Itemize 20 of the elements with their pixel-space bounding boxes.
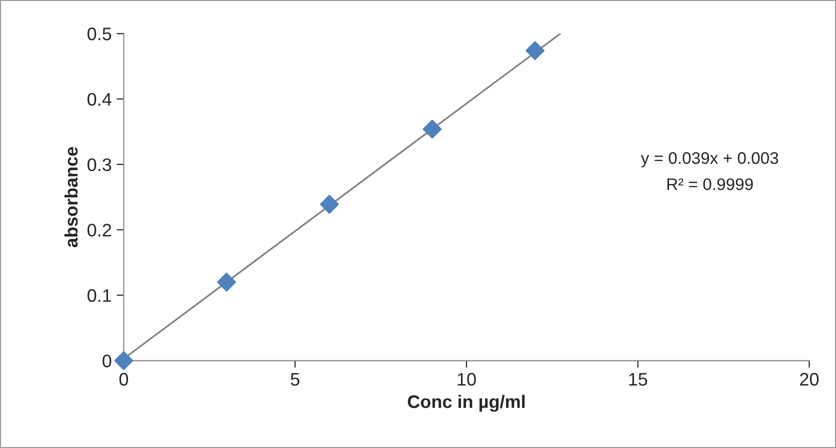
y-tick-label: 0.4	[88, 92, 112, 106]
x-tick-label: 0	[119, 372, 128, 386]
point	[217, 272, 236, 292]
y-tick-label: 0.2	[88, 224, 112, 237]
annotation: y = 0.039x + 0.003	[640, 152, 778, 168]
point	[114, 351, 134, 370]
annotation: R² = 0.9999	[667, 178, 753, 190]
x-tick-label: 5	[290, 373, 300, 386]
point	[526, 41, 545, 60]
y-axis-title: absorbance	[64, 147, 78, 248]
y-tick-label: 0.3	[88, 158, 112, 172]
x-axis-title: Conc in µg/ml	[408, 394, 525, 412]
y-tick-label: 0.5	[88, 28, 112, 40]
y-tick-label: 0.1	[88, 289, 112, 302]
x-tick-label: 15	[629, 373, 648, 386]
x-tick-label: 20	[800, 372, 819, 386]
point	[422, 120, 442, 139]
y-tick-label: 0	[102, 354, 112, 368]
x-tick-label: 10	[458, 372, 476, 386]
point	[320, 194, 339, 214]
